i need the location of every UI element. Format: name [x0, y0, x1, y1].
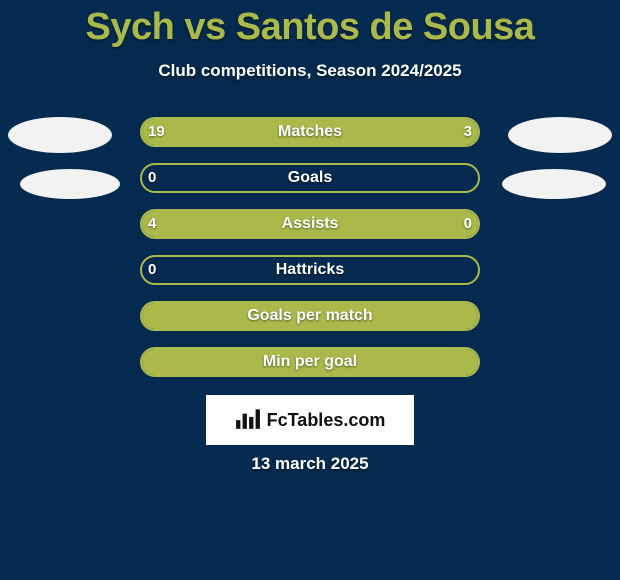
stat-row: Hattricks0 [0, 255, 620, 285]
stat-row: Matches193 [0, 117, 620, 147]
stat-bar-track [140, 117, 480, 147]
stat-bar-fill-right [411, 211, 478, 237]
watermark-text: FcTables.com [267, 410, 386, 431]
stat-row: Goals per match [0, 301, 620, 331]
stat-bar-track [140, 209, 480, 239]
page-subtitle: Club competitions, Season 2024/2025 [0, 49, 620, 81]
stat-bar-fill-left [142, 119, 411, 145]
stat-row: Assists40 [0, 209, 620, 239]
stat-bar-fill-left [142, 349, 478, 375]
watermark: FcTables.com [206, 395, 414, 445]
stat-bar-track [140, 301, 480, 331]
date-label: 13 march 2025 [0, 454, 620, 474]
stat-row: Min per goal [0, 347, 620, 377]
stat-bar-track [140, 163, 480, 193]
stat-bar-fill-left [142, 211, 411, 237]
page-title: Sych vs Santos de Sousa [0, 0, 620, 49]
stat-bar-fill-right [411, 119, 478, 145]
stats-container: Matches193 Goals0 Assists40 Hattricks0 Goals… [0, 117, 620, 377]
stat-bar-fill-left [142, 303, 478, 329]
stat-bar-track [140, 255, 480, 285]
chart-bars-icon [235, 405, 261, 436]
stat-row: Goals0 [0, 163, 620, 193]
stat-bar-track [140, 347, 480, 377]
